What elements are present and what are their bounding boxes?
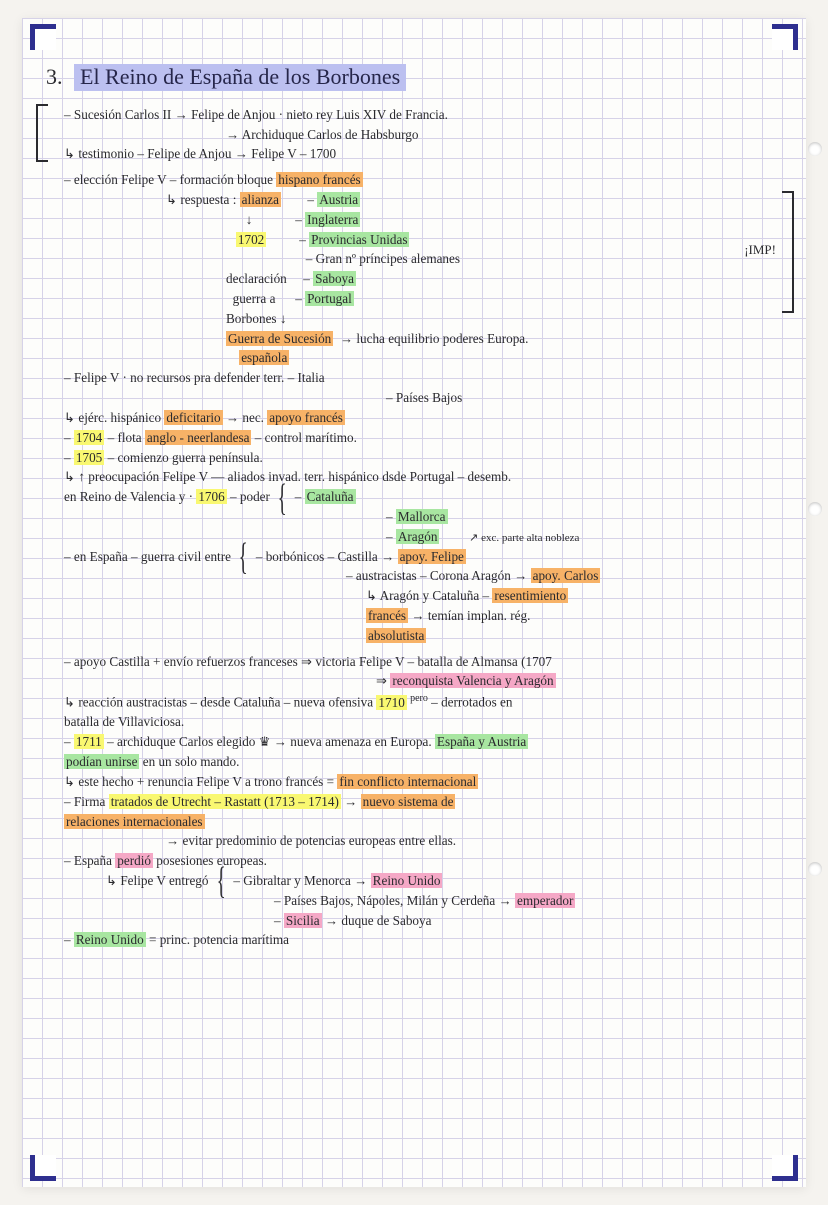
highlight-orange: anglo - neerlandesa (145, 430, 252, 445)
note-line: Felipe V · no recursos pra defender terr… (46, 369, 792, 387)
highlight-green: Provincias Unidas (309, 232, 409, 247)
note-line: ↳ Aragón y Cataluña – resentimiento (46, 587, 792, 605)
note-line: Reino Unido = princ. potencia marítima (46, 931, 792, 949)
corner-mark-bl (30, 1155, 56, 1181)
note-line: España perdió posesiones europeas. (46, 852, 792, 870)
highlight-orange: apoy. Carlos (531, 568, 601, 583)
highlight-yellow: 1710 (376, 695, 406, 710)
note-line: 1705 – comienzo guerra península. (46, 449, 792, 467)
highlight-pink: reconquista Valencia y Aragón (390, 673, 555, 688)
note-line: – austracistas – Corona Aragón → apoy. C… (46, 567, 792, 585)
note-line: 1702 – Provincias Unidas (46, 231, 792, 249)
title-text: El Reino de España de los Borbones (74, 64, 406, 91)
note-line: batalla de Villaviciosa. (46, 713, 792, 731)
highlight-orange: española (239, 350, 289, 365)
page-title: 3. El Reino de España de los Borbones (46, 62, 792, 92)
note-line: → Archiduque Carlos de Habsburgo (46, 126, 792, 144)
note-line: – Gran nº príncipes alemanes (46, 250, 792, 268)
highlight-orange: absolutista (366, 628, 426, 643)
note-line: ↓ – Inglaterra (46, 211, 792, 229)
note-line: podían unirse en un solo mando. (46, 753, 792, 771)
highlight-green: Reino Unido (74, 932, 146, 947)
highlight-orange: hispano francés (276, 172, 362, 187)
highlight-yellow: 1704 (74, 430, 104, 445)
note-line: absolutista (46, 627, 792, 645)
note-line: española (46, 349, 792, 367)
note-line: – Aragón ↗ exc. parte alta nobleza (46, 528, 792, 546)
highlight-orange: alianza (240, 192, 281, 207)
highlight-green: España y Austria (435, 734, 528, 749)
highlight-orange: resentimiento (492, 588, 568, 603)
highlight-yellow: tratados de Utrecht – Rastatt (1713 – 17… (109, 794, 341, 809)
note-line: declaración – Saboya (46, 270, 792, 288)
highlight-pink: perdió (115, 853, 153, 868)
notes-content: 3. El Reino de España de los Borbones Su… (46, 62, 792, 951)
highlight-green: Austria (317, 192, 360, 207)
brace-icon: { (239, 550, 248, 565)
bracket-icon (782, 191, 794, 313)
highlight-orange: francés (366, 608, 408, 623)
highlight-green: Inglaterra (305, 212, 360, 227)
brace-icon: { (216, 874, 225, 889)
highlight-pink: Sicilia (284, 913, 322, 928)
highlight-yellow: 1706 (196, 489, 226, 504)
highlight-orange: apoyo francés (267, 410, 345, 425)
note-line: – Mallorca (46, 508, 792, 526)
note-line: ⇒ reconquista Valencia y Aragón (46, 672, 792, 690)
note-line: Guerra de Sucesión → lucha equilibrio po… (46, 330, 792, 348)
note-line: ↳ reacción austracistas – desde Cataluña… (46, 692, 792, 711)
highlight-green: Portugal (305, 291, 354, 306)
note-line: ↳ ↑ preocupación Felipe V — aliados inva… (46, 468, 792, 486)
note-line: ↳ ejérc. hispánico deficitario → nec. ap… (46, 409, 792, 427)
highlight-orange: nuevo sistema de (361, 794, 456, 809)
corner-mark-br (772, 1155, 798, 1181)
highlight-green: Cataluña (305, 489, 356, 504)
note-line: testimonio – Felipe de Anjou → Felipe V … (46, 145, 792, 163)
corner-mark-tr (772, 24, 798, 50)
note-line: ↳ respuesta : alianza – Austria (46, 191, 792, 209)
highlight-orange: deficitario (164, 410, 222, 425)
highlight-orange: apoy. Felipe (398, 549, 466, 564)
note-line: 1711 – archiduque Carlos elegido ♛ → nue… (46, 733, 792, 751)
note-line: ↳ este hecho + renuncia Felipe V a trono… (46, 773, 792, 791)
highlight-orange: fin conflicto internacional (337, 774, 478, 789)
brace-icon: { (278, 491, 287, 506)
bracket-icon (36, 104, 48, 162)
highlight-yellow: 1711 (74, 734, 104, 749)
highlight-green: Saboya (313, 271, 356, 286)
note-line: en España – guerra civil entre { – borbó… (46, 548, 792, 566)
binder-hole (808, 142, 822, 156)
note-line: guerra a – Portugal (46, 290, 792, 308)
highlight-pink: emperador (515, 893, 575, 908)
note-line: relaciones internacionales (46, 813, 792, 831)
note-line: en Reino de Valencia y · 1706 – poder { … (46, 488, 792, 506)
highlight-yellow: 1705 (74, 450, 104, 465)
note-line: Sucesión Carlos II → Felipe de Anjou · n… (46, 106, 792, 124)
note-line: elección Felipe V – formación bloque his… (46, 171, 792, 189)
note-line: – Países Bajos, Nápoles, Milán y Cerdeña… (46, 892, 792, 910)
important-label: ¡IMP! (744, 241, 776, 259)
title-number: 3. (46, 64, 63, 89)
highlight-green: Aragón (396, 529, 440, 544)
highlight-yellow: 1702 (236, 232, 266, 247)
binder-hole (808, 502, 822, 516)
note-line: Borbones ↓ (46, 310, 792, 328)
highlight-pink: Reino Unido (371, 873, 443, 888)
note-line: 1704 – flota anglo - neerlandesa – contr… (46, 429, 792, 447)
highlight-orange: Guerra de Sucesión (226, 331, 333, 346)
note-line: ↳ Felipe V entregó { – Gibraltar y Menor… (46, 872, 792, 890)
highlight-green: Mallorca (396, 509, 448, 524)
binder-hole (808, 862, 822, 876)
note-line: – Sicilia → duque de Saboya (46, 912, 792, 930)
note-line: francés → temían implan. rég. (46, 607, 792, 625)
note-line: apoyo Castilla + envío refuerzos frances… (46, 653, 792, 671)
corner-mark-tl (30, 24, 56, 50)
note-line: – Países Bajos (46, 389, 792, 407)
highlight-orange: relaciones internacionales (64, 814, 205, 829)
highlight-green: podían unirse (64, 754, 139, 769)
note-line: → evitar predominio de potencias europea… (46, 832, 792, 850)
note-line: Firma tratados de Utrecht – Rastatt (171… (46, 793, 792, 811)
